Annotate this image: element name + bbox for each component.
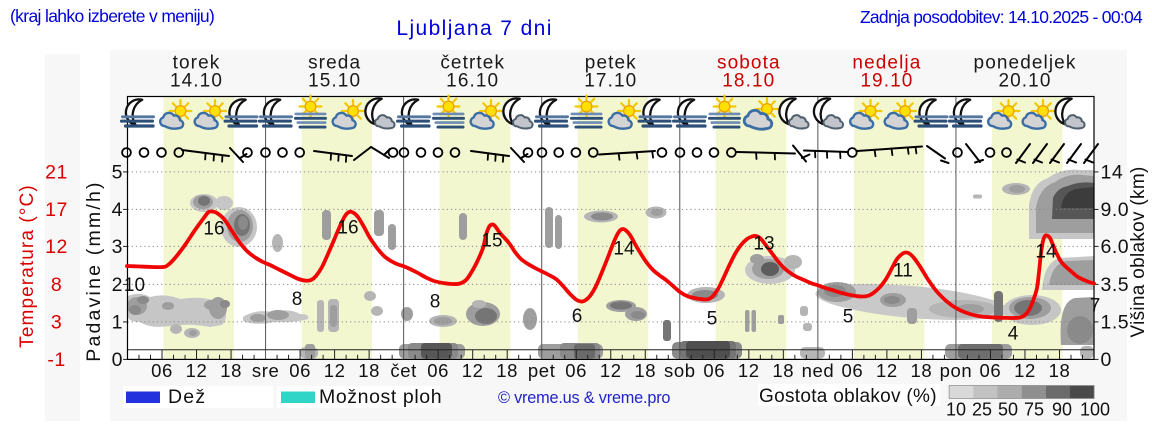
svg-text:Zadnja posodobitev: 14.10.2025: Zadnja posodobitev: 14.10.2025 - 00:04 [860,7,1143,27]
svg-text:9.0: 9.0 [1101,199,1130,221]
svg-text:18: 18 [772,360,794,381]
svg-text:06: 06 [427,360,449,381]
svg-text:2: 2 [112,274,123,296]
svg-text:12: 12 [600,360,622,381]
svg-text:14.10: 14.10 [170,71,223,92]
svg-text:18: 18 [358,360,380,381]
svg-text:8: 8 [292,289,303,310]
svg-text:19.10: 19.10 [860,71,913,92]
svg-text:18.10: 18.10 [722,71,775,92]
svg-text:5: 5 [843,307,854,328]
svg-text:8: 8 [51,274,62,296]
svg-text:čet: čet [390,360,416,381]
svg-text:(kraj lahko izberete v meniju): (kraj lahko izberete v meniju) [10,6,214,26]
svg-text:1: 1 [112,312,123,334]
svg-text:90: 90 [1052,400,1072,420]
svg-text:Gostota oblakov (%): Gostota oblakov (%) [759,386,937,407]
svg-text:10: 10 [946,400,966,420]
svg-text:Možnost ploh: Možnost ploh [319,386,442,408]
svg-text:06: 06 [842,360,864,381]
svg-text:Ljubljana 7 dni: Ljubljana 7 dni [396,17,552,40]
svg-text:5: 5 [112,162,123,184]
svg-text:sre: sre [252,360,280,381]
svg-text:12: 12 [876,360,898,381]
svg-text:3: 3 [51,312,62,334]
svg-text:12: 12 [1014,360,1036,381]
svg-text:18: 18 [911,360,933,381]
svg-text:6: 6 [572,306,583,327]
svg-text:1.5: 1.5 [1101,312,1130,334]
svg-text:14: 14 [1101,162,1124,184]
svg-text:21: 21 [45,162,68,184]
svg-text:ned: ned [802,360,835,381]
svg-text:18: 18 [1049,360,1071,381]
svg-text:0: 0 [112,349,123,371]
svg-text:12: 12 [186,360,208,381]
svg-text:Temperatura (°C): Temperatura (°C) [17,184,38,348]
svg-text:8: 8 [430,292,441,313]
svg-text:100: 100 [1080,400,1110,420]
svg-text:18: 18 [634,360,656,381]
svg-text:75: 75 [1024,400,1044,420]
svg-text:10: 10 [124,275,145,296]
svg-text:18: 18 [496,360,518,381]
svg-text:14: 14 [613,239,635,260]
svg-text:12: 12 [45,236,68,258]
svg-text:15: 15 [481,231,502,252]
svg-text:18: 18 [220,360,242,381]
svg-text:06: 06 [980,360,1002,381]
svg-text:50: 50 [998,400,1018,420]
svg-text:16: 16 [203,219,224,240]
svg-text:6.0: 6.0 [1101,236,1130,258]
svg-text:11: 11 [893,261,913,282]
svg-text:12: 12 [324,360,346,381]
svg-text:12: 12 [462,360,484,381]
svg-text:20.10: 20.10 [998,71,1051,92]
svg-text:Dež: Dež [168,386,206,408]
svg-text:pon: pon [940,360,973,381]
svg-text:12: 12 [738,360,760,381]
svg-text:14: 14 [1035,242,1057,263]
svg-text:17.10: 17.10 [584,71,637,92]
svg-text:3: 3 [112,236,123,258]
svg-text:06: 06 [565,360,587,381]
svg-text:7: 7 [1090,296,1101,317]
svg-text:-1: -1 [47,349,65,371]
svg-text:16.10: 16.10 [446,71,499,92]
svg-text:4: 4 [112,199,123,221]
svg-text:3.5: 3.5 [1101,274,1130,296]
svg-text:5: 5 [707,309,718,330]
svg-text:© vreme.us & vreme.pro: © vreme.us & vreme.pro [498,389,670,407]
svg-text:06: 06 [151,360,173,381]
svg-text:pet: pet [528,360,556,381]
svg-text:06: 06 [289,360,311,381]
svg-text:06: 06 [703,360,725,381]
svg-text:13: 13 [753,234,774,255]
svg-text:Višina oblakov (km): Višina oblakov (km) [1128,166,1149,337]
svg-text:Padavine (mm/h): Padavine (mm/h) [83,180,105,361]
svg-text:0: 0 [1101,349,1112,371]
svg-text:15.10: 15.10 [308,71,361,92]
svg-text:25: 25 [972,400,992,420]
svg-text:sob: sob [664,360,696,381]
svg-text:4: 4 [1008,324,1019,345]
svg-text:16: 16 [337,218,358,239]
svg-text:17: 17 [45,199,68,221]
